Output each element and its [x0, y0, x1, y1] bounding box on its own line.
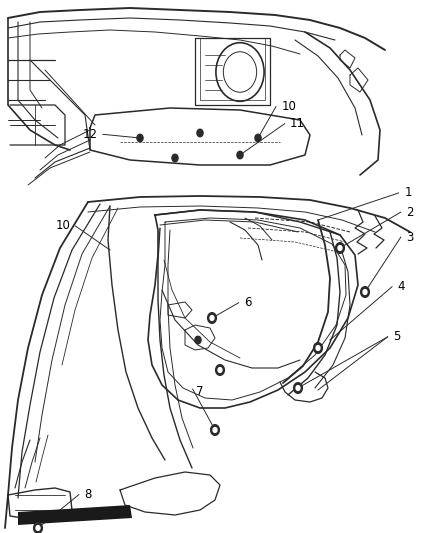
Circle shape — [195, 336, 201, 344]
Circle shape — [137, 134, 143, 142]
Circle shape — [218, 368, 222, 373]
Circle shape — [36, 526, 40, 530]
Circle shape — [215, 365, 224, 375]
Text: 4: 4 — [398, 280, 405, 293]
Circle shape — [255, 134, 261, 142]
Circle shape — [314, 343, 322, 353]
Text: 3: 3 — [406, 231, 414, 244]
Text: 6: 6 — [244, 296, 252, 309]
Polygon shape — [18, 505, 132, 525]
Text: 8: 8 — [85, 488, 92, 501]
Circle shape — [197, 130, 203, 137]
Circle shape — [336, 243, 344, 253]
Text: 2: 2 — [406, 206, 414, 219]
Text: 1: 1 — [405, 187, 413, 199]
Circle shape — [316, 345, 320, 350]
Text: 10: 10 — [281, 100, 296, 113]
Circle shape — [237, 151, 243, 159]
Text: 11: 11 — [290, 117, 305, 130]
Circle shape — [172, 154, 178, 161]
Circle shape — [363, 289, 367, 294]
Circle shape — [360, 287, 369, 297]
Text: 10: 10 — [55, 220, 70, 232]
Circle shape — [208, 313, 216, 324]
Circle shape — [296, 385, 300, 390]
Circle shape — [293, 383, 302, 393]
Text: 5: 5 — [393, 330, 401, 343]
Circle shape — [34, 523, 42, 533]
Circle shape — [210, 316, 214, 320]
Circle shape — [213, 427, 217, 432]
Circle shape — [338, 246, 342, 251]
Text: 7: 7 — [196, 385, 204, 398]
Text: 12: 12 — [83, 128, 98, 141]
Circle shape — [211, 425, 219, 435]
